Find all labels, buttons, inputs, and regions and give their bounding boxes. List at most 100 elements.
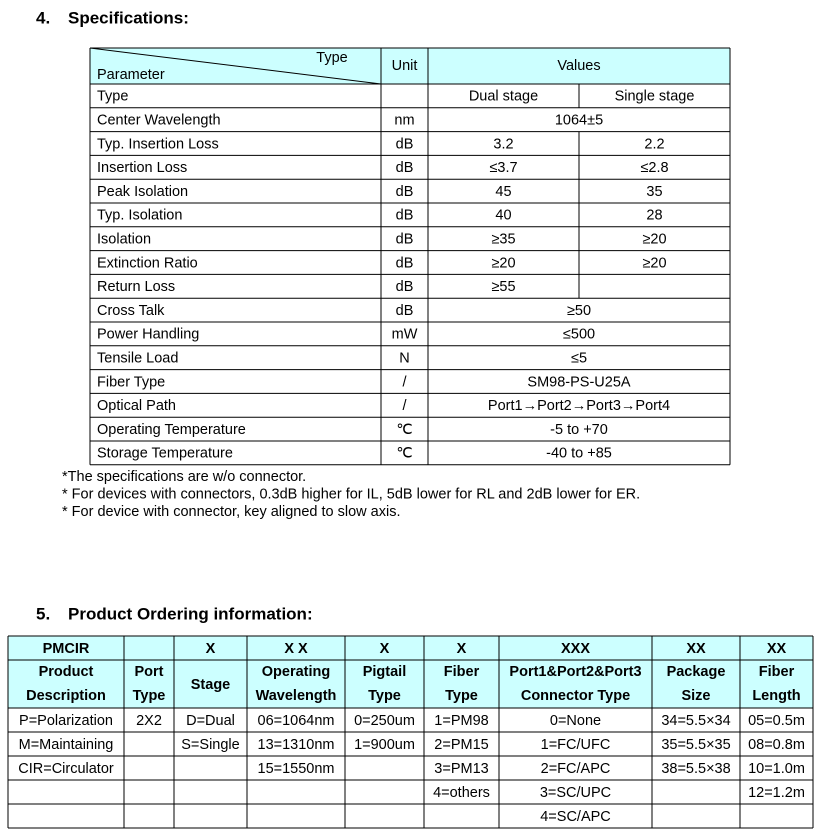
option: P=Polarization — [19, 713, 113, 729]
unit: N — [399, 351, 409, 367]
description: Product — [39, 664, 94, 680]
option: 2X2 — [136, 713, 162, 729]
description: Type — [445, 688, 478, 704]
parameter: Isolation — [97, 232, 151, 248]
parameter: Type — [97, 89, 128, 105]
parameter: Power Handling — [97, 327, 199, 343]
option: 34=5.5×34 — [661, 713, 730, 729]
unit: dB — [396, 303, 414, 319]
note: *The specifications are w/o connector. — [62, 469, 306, 485]
parameter: Return Loss — [97, 279, 175, 295]
option: 3=PM13 — [434, 761, 488, 777]
option: 1=FC/UFC — [541, 737, 611, 753]
option: 13=1310nm — [258, 737, 335, 753]
value: -5 to +70 — [550, 422, 608, 438]
option: M=Maintaining — [19, 737, 114, 753]
description: Type — [368, 688, 401, 704]
option: S=Single — [181, 737, 239, 753]
unit: ℃ — [396, 422, 412, 438]
option: 3=SC/UPC — [540, 785, 611, 801]
description: Stage — [191, 677, 231, 693]
description: Operating — [262, 664, 330, 680]
single-value: 28 — [646, 208, 662, 224]
unit: dB — [396, 160, 414, 176]
option: D=Dual — [186, 713, 235, 729]
rule — [89, 47, 382, 85]
description: Fiber — [444, 664, 480, 680]
single-value: ≤2.8 — [640, 160, 668, 176]
description: Pigtail — [363, 664, 407, 680]
option: 1=PM98 — [434, 713, 488, 729]
parameter: Storage Temperature — [97, 446, 233, 462]
value: SM98-PS-U25A — [527, 374, 630, 390]
single-value: 2.2 — [644, 136, 664, 152]
description: Package — [667, 664, 726, 680]
note: * For devices with connectors, 0.3dB hig… — [62, 486, 640, 502]
dual-value: ≥35 — [491, 232, 515, 248]
parameter: Typ. Insertion Loss — [97, 136, 219, 152]
unit: dB — [396, 208, 414, 224]
section-number: 5. — [36, 604, 50, 623]
description: Port1&Port2&Port3 — [509, 664, 641, 680]
section-number: 4. — [36, 8, 50, 27]
parameter: Extinction Ratio — [97, 255, 198, 271]
dual-value: ≥55 — [491, 279, 515, 295]
code: X — [457, 641, 467, 657]
single-value: Single stage — [615, 89, 695, 105]
value: -40 to +85 — [546, 446, 612, 462]
unit: / — [402, 398, 407, 414]
option: 15=1550nm — [258, 761, 335, 777]
value: 1064±5 — [555, 113, 603, 129]
unit: nm — [394, 113, 414, 129]
description: Description — [26, 688, 106, 704]
option: CIR=Circulator — [18, 761, 114, 777]
option: 10=1.0m — [748, 761, 805, 777]
parameter: Fiber Type — [97, 374, 165, 390]
code: X X — [284, 641, 308, 657]
dual-value: 3.2 — [493, 136, 513, 152]
parameter: Peak Isolation — [97, 184, 188, 200]
unit: / — [402, 374, 407, 390]
single-value: ≥20 — [642, 255, 666, 271]
option: 12=1.2m — [748, 785, 805, 801]
unit: mW — [392, 327, 418, 343]
code: XX — [686, 641, 706, 657]
unit-header: Unit — [392, 58, 418, 74]
parameter: Typ. Isolation — [97, 208, 182, 224]
note: * For device with connector, key aligned… — [62, 504, 401, 520]
description: Length — [752, 688, 800, 704]
single-value: 35 — [646, 184, 662, 200]
code: PMCIR — [43, 641, 90, 657]
values-header: Values — [557, 58, 600, 74]
parameter: Operating Temperature — [97, 422, 246, 438]
dual-value: 45 — [495, 184, 511, 200]
code: X — [206, 641, 216, 657]
option: 05=0.5m — [748, 713, 805, 729]
section-title: Specifications: — [68, 8, 189, 27]
parameter: Optical Path — [97, 398, 176, 414]
option: 4=others — [433, 785, 490, 801]
option: 4=SC/APC — [540, 809, 611, 825]
value: Port1→Port2→Port3→Port4 — [488, 398, 670, 414]
option: 06=1064nm — [258, 713, 335, 729]
section-title: Product Ordering information: — [68, 604, 313, 623]
option: 35=5.5×35 — [661, 737, 730, 753]
value: ≥50 — [567, 303, 591, 319]
description: Fiber — [759, 664, 795, 680]
option: 0=None — [550, 713, 601, 729]
option: 38=5.5×38 — [661, 761, 730, 777]
dual-value: 40 — [495, 208, 511, 224]
parameter: Tensile Load — [97, 351, 178, 367]
code: XX — [767, 641, 787, 657]
unit: dB — [396, 255, 414, 271]
cell — [8, 636, 813, 708]
option: 2=PM15 — [434, 737, 488, 753]
value: ≤500 — [563, 327, 595, 343]
corner-bottom: Parameter — [97, 67, 165, 83]
unit: dB — [396, 232, 414, 248]
code: X — [380, 641, 390, 657]
cell — [90, 48, 730, 84]
unit: ℃ — [396, 446, 412, 462]
